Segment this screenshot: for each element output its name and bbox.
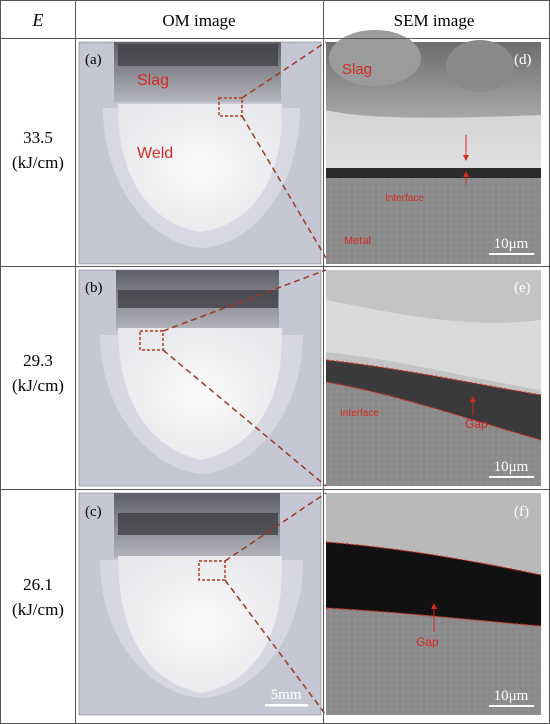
energy-row1: 33.5	[23, 128, 53, 147]
energy-column: 33.5 (kJ/cm) 29.3 (kJ/cm) 26.1 (kJ/cm)	[12, 128, 64, 619]
sem-label-gap-e: Gap	[465, 417, 488, 431]
om-letter-b: (b)	[85, 280, 103, 296]
energy-row2: 29.3	[23, 351, 53, 370]
sem-label-slag-d: Slag	[342, 61, 372, 78]
header-sem: SEM image	[394, 11, 475, 30]
sem-image-d: (d) Slag Interface Metal 10μm	[326, 30, 541, 264]
sem-letter-f: (f)	[514, 504, 529, 520]
om-label-slag: Slag	[137, 72, 169, 89]
om-image-a: (a) Slag Weld	[78, 41, 322, 265]
header-energy: E	[32, 10, 44, 30]
zoom-lines	[162, 41, 327, 716]
om-label-weld: Weld	[137, 145, 173, 162]
sem-label-metal-d: Metal	[344, 235, 371, 247]
table-header: E OM image SEM image	[32, 10, 475, 30]
om-letter-c: (c)	[85, 504, 102, 520]
om-letter-a: (a)	[85, 52, 102, 68]
sem-image-e: (e) Interface Gap 10μm	[325, 270, 542, 486]
unit-row3: (kJ/cm)	[12, 600, 64, 619]
sem-label-gap-f: Gap	[416, 635, 439, 649]
sem-scale-e: 10μm	[494, 459, 529, 475]
om-image-b: (b)	[78, 269, 322, 487]
sem-scale-f: 10μm	[494, 688, 529, 704]
sem-label-interface-e: Interface	[340, 408, 379, 419]
sem-letter-e: (e)	[514, 280, 531, 296]
om-scale-c: 5mm	[271, 687, 302, 703]
unit-row1: (kJ/cm)	[12, 153, 64, 172]
sem-label-interface-d: Interface	[385, 193, 424, 204]
sem-scale-d: 10μm	[494, 236, 529, 252]
om-image-c: (c) 5mm	[78, 492, 322, 716]
header-om: OM image	[162, 11, 235, 30]
unit-row2: (kJ/cm)	[12, 376, 64, 395]
sem-letter-d: (d)	[514, 52, 532, 68]
sem-image-f: (f) Gap 10μm	[325, 493, 542, 715]
energy-row3: 26.1	[23, 575, 53, 594]
